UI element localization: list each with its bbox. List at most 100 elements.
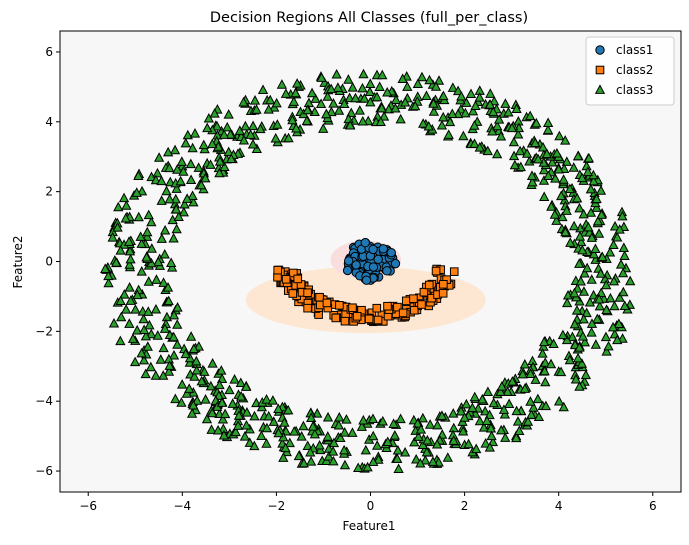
class3-point: [558, 174, 569, 184]
class3-point: [322, 411, 334, 422]
class3-point: [613, 318, 625, 328]
class3-point: [447, 108, 458, 119]
class3-point: [428, 98, 439, 108]
class3-point: [218, 129, 230, 139]
class3-point: [156, 195, 167, 205]
class3-point: [291, 122, 302, 133]
class3-point: [569, 287, 580, 298]
class3-point: [430, 81, 442, 91]
class3-point: [508, 150, 520, 161]
class3-point: [480, 438, 491, 448]
class3-point: [103, 277, 114, 288]
class2-point: [331, 313, 341, 323]
class3-point: [132, 324, 143, 335]
class3-point: [560, 226, 571, 237]
class3-point: [508, 136, 520, 147]
class3-point: [539, 336, 550, 347]
class3-point: [526, 409, 537, 419]
class3-point: [424, 419, 436, 429]
class3-point: [283, 132, 294, 143]
class3-point: [156, 233, 167, 243]
class3-point: [201, 413, 213, 424]
class1-point: [373, 254, 383, 265]
class3-point: [223, 146, 234, 157]
class3-point: [463, 438, 474, 449]
class3-point: [169, 144, 181, 155]
class3-point: [375, 116, 386, 127]
class2-point: [373, 315, 383, 325]
class3-point: [249, 95, 261, 105]
class3-point: [514, 145, 526, 156]
class3-point: [586, 318, 598, 328]
class3-point: [261, 438, 272, 448]
class3-point: [481, 415, 493, 426]
class3-point: [410, 100, 421, 111]
class3-point: [306, 412, 317, 423]
class3-point: [111, 257, 122, 267]
class3-point: [316, 72, 327, 82]
class3-point: [442, 452, 453, 462]
class3-point: [214, 379, 225, 390]
legend-label-class2: class2: [616, 63, 653, 77]
class2-point: [449, 267, 459, 276]
class3-point: [125, 253, 136, 264]
class3-point: [180, 137, 191, 148]
class2-point: [401, 296, 411, 306]
class3-point: [233, 410, 245, 420]
class3-point: [283, 404, 294, 415]
class3-point: [371, 91, 383, 102]
class3-point: [519, 383, 531, 393]
class3-point: [436, 410, 448, 420]
class3-point: [499, 408, 511, 419]
class3-point: [477, 393, 488, 404]
class3-point: [263, 104, 274, 114]
y-tick-label: 2: [45, 185, 53, 199]
class3-point: [574, 202, 585, 213]
class3-point: [261, 394, 272, 404]
class3-point: [255, 123, 266, 134]
class3-point: [488, 397, 499, 408]
y-axis: −6 −4 −2 0 2 4 6: [35, 45, 60, 478]
y-tick-label: 0: [45, 255, 53, 269]
class3-point: [604, 246, 616, 257]
class3-point: [265, 94, 276, 105]
class3-point: [131, 187, 142, 197]
class3-point: [315, 98, 327, 109]
class3-point: [158, 370, 169, 380]
class3-point: [168, 309, 180, 320]
class3-point: [570, 373, 582, 384]
class3-point: [486, 430, 497, 441]
class3-point: [182, 129, 193, 140]
class3-point: [164, 360, 175, 370]
class3-point: [184, 383, 195, 393]
class3-point: [121, 200, 132, 210]
class3-point: [537, 141, 549, 152]
class3-point: [199, 366, 210, 376]
class3-point: [136, 266, 147, 276]
class2-point: [352, 312, 362, 321]
class3-point: [487, 436, 499, 447]
class1-point: [344, 256, 354, 266]
class3-point: [586, 274, 597, 284]
class2-point: [383, 301, 392, 311]
class3-point: [421, 90, 432, 101]
class3-point: [551, 215, 562, 225]
class3-point: [100, 263, 111, 273]
class3-point: [469, 138, 480, 148]
class3-point: [572, 150, 584, 161]
class3-point: [200, 394, 211, 404]
class3-point: [159, 323, 171, 333]
class3-point: [143, 306, 154, 316]
class3-point: [576, 358, 588, 368]
class3-point: [546, 201, 557, 211]
class3-point: [107, 232, 118, 242]
class3-point: [235, 377, 246, 387]
class3-point: [588, 175, 599, 186]
class3-point: [392, 444, 403, 455]
class3-point: [591, 202, 602, 212]
class3-point: [227, 398, 238, 408]
class3-point: [493, 114, 505, 124]
class2-point: [281, 275, 291, 284]
class3-point: [382, 436, 393, 447]
class3-point: [263, 410, 274, 421]
